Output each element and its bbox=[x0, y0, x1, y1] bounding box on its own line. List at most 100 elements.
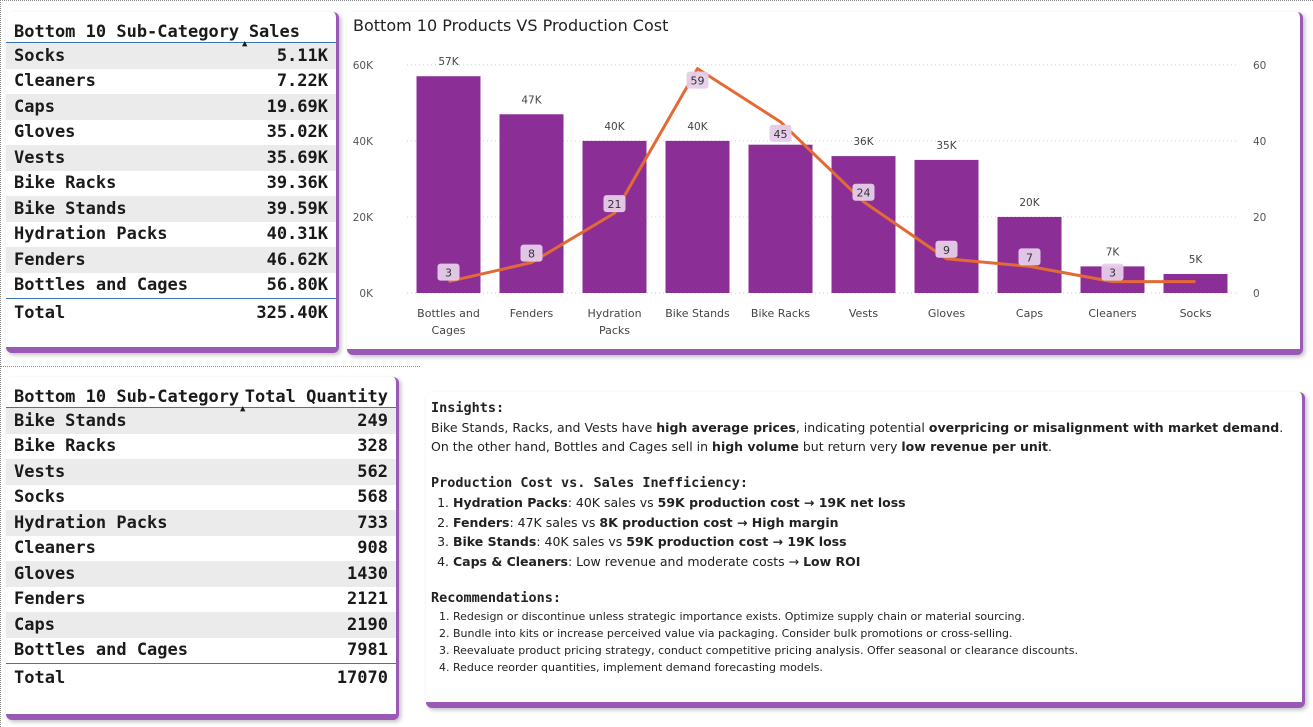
table-row[interactable]: Bottles and Cages 7981 bbox=[6, 638, 396, 664]
section-divider bbox=[0, 366, 420, 367]
combo-chart[interactable]: 0K 20K 40K 60K 0 20 40 60 57K Bottles and Cages 47K… bbox=[347, 12, 1297, 347]
col-subcategory-header[interactable]: Bottom 10 Sub-Category bbox=[14, 387, 240, 407]
row-name: Vests bbox=[14, 147, 66, 168]
bar bbox=[831, 156, 896, 293]
table-row[interactable]: Cleaners 7.22K bbox=[6, 69, 336, 95]
table-row[interactable]: Hydration Packs 40.31K bbox=[6, 222, 336, 248]
y-left-tick: 40K bbox=[353, 136, 374, 148]
table-row[interactable]: Gloves 1430 bbox=[6, 561, 396, 587]
row-name: Bottles and Cages bbox=[14, 640, 188, 661]
row-name: Bottles and Cages bbox=[14, 275, 188, 296]
row-value: 908 bbox=[357, 538, 388, 559]
chart-card: Bottom 10 Products VS Production Cost 0K… bbox=[347, 12, 1303, 355]
production-item: Bike Stands: 40K sales vs 59K production… bbox=[453, 532, 1290, 552]
row-value: 249 bbox=[357, 410, 388, 431]
row-value: 733 bbox=[357, 512, 388, 533]
x-tick-label: Cages bbox=[432, 324, 466, 337]
row-name: Vests bbox=[14, 461, 66, 482]
recommendations-list: Redesign or discontinue unless strategic… bbox=[431, 608, 1290, 676]
row-value: 328 bbox=[357, 436, 388, 457]
row-name: Gloves bbox=[14, 563, 76, 584]
col-quantity-header[interactable]: Total Quantity bbox=[244, 387, 388, 407]
line-data-label: 59 bbox=[691, 75, 705, 88]
row-name: Bike Racks bbox=[14, 436, 117, 457]
table-row[interactable]: Bike Stands 39.59K bbox=[6, 196, 336, 222]
bar bbox=[582, 140, 647, 293]
production-item: Caps & Cleaners: Low revenue and moderat… bbox=[453, 552, 1290, 572]
row-value: 5.11K bbox=[276, 45, 328, 66]
table-row[interactable]: Socks 5.11K bbox=[6, 43, 336, 69]
sales-table-header[interactable]: Bottom 10 Sub-Category Sales ▲ bbox=[6, 12, 336, 49]
x-tick-label: Bike Stands bbox=[665, 307, 730, 320]
y-left-tick: 20K bbox=[353, 212, 374, 224]
table-row[interactable]: Caps 19.69K bbox=[6, 94, 336, 120]
total-value: 17070 bbox=[336, 667, 388, 688]
insights-heading: Insights: bbox=[431, 400, 505, 416]
sort-ascending-icon: ▲ bbox=[242, 39, 248, 49]
line-data-label: 9 bbox=[943, 244, 950, 257]
recommendation-item: Bundle into kits or increase perceived v… bbox=[453, 625, 1290, 642]
bar bbox=[914, 159, 979, 293]
table-row[interactable]: Caps 2190 bbox=[6, 612, 396, 638]
quantity-table-total-row: Total 17070 bbox=[6, 663, 396, 691]
table-row[interactable]: Socks 568 bbox=[6, 485, 396, 511]
insights-paragraph: Bike Stands, Racks, and Vests have high … bbox=[431, 420, 1284, 454]
line-data-label-bg bbox=[437, 263, 460, 281]
y-left-tick: 60K bbox=[353, 60, 374, 72]
bar bbox=[416, 76, 481, 294]
table-row[interactable]: Bottles and Cages 56.80K bbox=[6, 273, 336, 299]
x-tick-label: Socks bbox=[1180, 307, 1212, 320]
y-right-tick: 60 bbox=[1253, 60, 1266, 72]
table-row[interactable]: Hydration Packs 733 bbox=[6, 510, 396, 536]
row-name: Gloves bbox=[14, 122, 76, 143]
x-tick-label: Fenders bbox=[510, 307, 554, 320]
row-value: 40.31K bbox=[266, 224, 328, 245]
recommendation-item: Reevaluate product pricing strategy, con… bbox=[453, 642, 1290, 659]
bar-data-label: 36K bbox=[853, 136, 874, 148]
table-row[interactable]: Gloves 35.02K bbox=[6, 120, 336, 146]
line-data-label-bg bbox=[1018, 248, 1041, 266]
table-row[interactable]: Vests 562 bbox=[6, 459, 396, 485]
row-value: 35.69K bbox=[266, 147, 328, 168]
row-name: Caps bbox=[14, 96, 55, 117]
table-row[interactable]: Bike Stands 249 bbox=[6, 408, 396, 434]
bar bbox=[1163, 273, 1228, 293]
table-row[interactable]: Fenders 2121 bbox=[6, 587, 396, 613]
line-data-label: 24 bbox=[857, 187, 871, 200]
line-data-label: 8 bbox=[528, 248, 535, 261]
x-tick-label: Caps bbox=[1016, 307, 1043, 320]
sales-table-body: Socks 5.11K Cleaners 7.22K Caps 19.69K Gloves 3… bbox=[6, 43, 336, 298]
row-name: Hydration Packs bbox=[14, 224, 168, 245]
y-right-tick: 40 bbox=[1253, 136, 1266, 148]
table-row[interactable]: Vests 35.69K bbox=[6, 145, 336, 171]
page-border-left bbox=[0, 0, 1, 727]
table-row[interactable]: Bike Racks 39.36K bbox=[6, 171, 336, 197]
sort-ascending-icon: ▲ bbox=[240, 404, 246, 414]
col-sales-header[interactable]: Sales bbox=[248, 22, 300, 42]
line-data-label-bg bbox=[769, 124, 792, 142]
production-heading: Production Cost vs. Sales Inefficiency: bbox=[431, 475, 748, 491]
total-label: Total bbox=[14, 302, 66, 323]
table-row[interactable]: Cleaners 908 bbox=[6, 536, 396, 562]
table-row[interactable]: Fenders 46.62K bbox=[6, 247, 336, 273]
x-tick-label: Bike Racks bbox=[751, 307, 810, 320]
row-value: 7981 bbox=[347, 640, 388, 661]
row-value: 562 bbox=[357, 461, 388, 482]
row-name: Bike Stands bbox=[14, 410, 127, 431]
row-name: Bike Racks bbox=[14, 173, 117, 194]
quantity-table-body: Bike Stands 249 Bike Racks 328 Vests 562 Socks… bbox=[6, 408, 396, 663]
insights-card: Insights: Bike Stands, Racks, and Vests … bbox=[426, 392, 1305, 708]
line-data-label-bg bbox=[603, 195, 626, 213]
row-name: Caps bbox=[14, 614, 55, 635]
line-data-label-bg bbox=[1101, 263, 1124, 281]
row-value: 46.62K bbox=[266, 249, 328, 270]
row-name: Cleaners bbox=[14, 71, 96, 92]
row-name: Bike Stands bbox=[14, 198, 127, 219]
row-value: 2190 bbox=[347, 614, 388, 635]
line-data-label: 21 bbox=[608, 198, 622, 211]
col-subcategory-header[interactable]: Bottom 10 Sub-Category bbox=[14, 22, 240, 42]
quantity-table-header[interactable]: Bottom 10 Sub-Category Total Quantity ▲ bbox=[6, 377, 396, 414]
table-row[interactable]: Bike Racks 328 bbox=[6, 434, 396, 460]
bar-data-label: 35K bbox=[936, 140, 957, 152]
y-right-tick: 20 bbox=[1253, 212, 1266, 224]
